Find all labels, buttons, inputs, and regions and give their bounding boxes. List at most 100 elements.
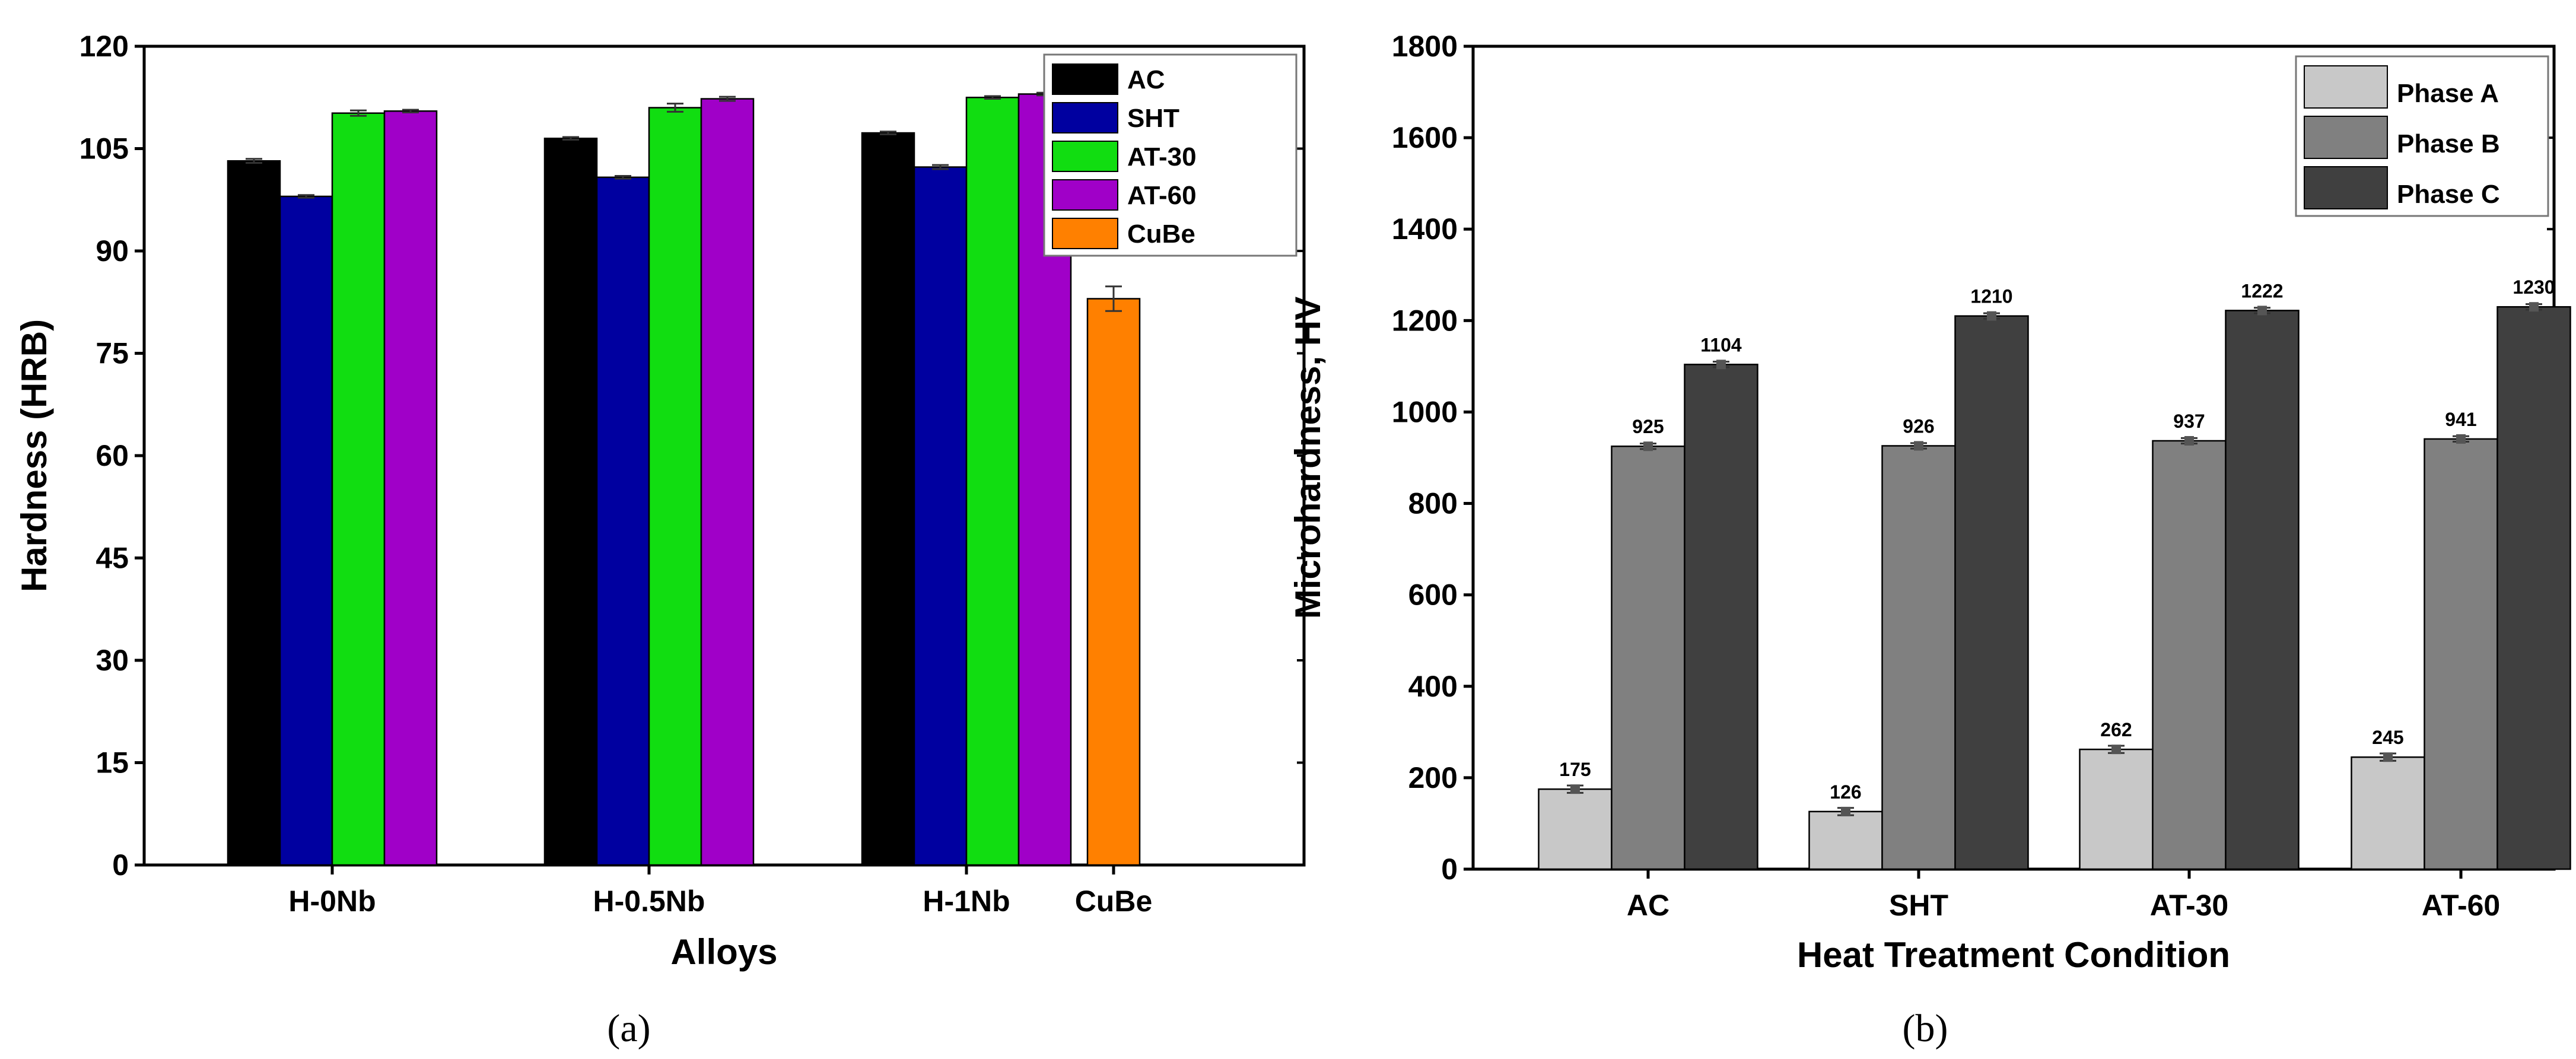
y-tick-label: 45 — [96, 542, 129, 575]
data-label: 1230 — [2513, 276, 2555, 298]
legend-label: Phase A — [2397, 79, 2499, 108]
bar-sht — [279, 195, 333, 866]
bar-at-60 — [383, 110, 438, 866]
y-tick-label: 1000 — [1392, 395, 1458, 428]
legend-swatch — [1052, 179, 1118, 211]
data-label: 925 — [1632, 416, 1664, 437]
error-marker — [2257, 306, 2267, 316]
y-tick-label: 600 — [1408, 578, 1458, 612]
bar-at-30 — [965, 97, 1020, 866]
error-marker — [1570, 784, 1580, 794]
error-marker — [2111, 745, 2121, 755]
panel-caption: (b) — [1903, 1007, 1948, 1050]
legend-label: SHT — [1127, 104, 1179, 133]
data-label: 1210 — [1970, 286, 2012, 307]
y-tick-label: 30 — [96, 644, 129, 677]
y-tick-label: 0 — [112, 848, 129, 882]
bar-ac — [861, 132, 915, 866]
legend-swatch — [2304, 65, 2388, 109]
legend-label: AC — [1127, 65, 1165, 94]
y-tick-label: 800 — [1408, 487, 1458, 520]
error-marker — [1987, 311, 1996, 321]
y-tick-label: 1400 — [1392, 212, 1458, 246]
error-marker — [2184, 435, 2194, 446]
y-tick-label: 105 — [79, 132, 129, 166]
data-label: 1104 — [1700, 334, 1742, 355]
bar-ac — [543, 138, 598, 866]
bar-sht — [913, 166, 968, 866]
error-marker — [1643, 441, 1653, 451]
y-axis-title: Microhardness, HV — [1288, 297, 1328, 619]
data-label: 941 — [2445, 409, 2476, 430]
legend-swatch — [2304, 166, 2388, 209]
bar-cube — [1086, 298, 1141, 866]
bar-phase-b — [2424, 438, 2498, 870]
bar-phase-c — [2225, 310, 2300, 870]
error-marker — [2456, 434, 2466, 444]
y-axis-title: Hardness (HRB) — [14, 319, 54, 592]
y-tick-label: 90 — [96, 234, 129, 268]
error-marker — [1841, 806, 1850, 816]
panel-caption: (a) — [607, 1007, 650, 1050]
bar-phase-b — [1611, 445, 1685, 870]
x-tick-label: H-0.5Nb — [593, 885, 705, 918]
y-tick-label: 120 — [79, 30, 129, 63]
bar-phase-a — [2351, 756, 2425, 870]
bar-phase-b — [2152, 440, 2227, 870]
legend-label: Phase C — [2397, 180, 2500, 209]
bar-at-60 — [700, 98, 755, 866]
x-axis-title: Heat Treatment Condition — [1797, 935, 2230, 975]
error-marker — [2383, 752, 2393, 762]
bar-phase-a — [1808, 810, 1883, 870]
bar-phase-c — [2497, 306, 2571, 870]
data-label: 937 — [2173, 411, 2205, 432]
bar-phase-b — [1881, 445, 1956, 870]
data-label: 126 — [1830, 781, 1861, 803]
error-marker — [1914, 441, 1923, 451]
y-tick-label: 15 — [96, 746, 129, 780]
bar-phase-c — [1954, 315, 2029, 870]
data-label: 926 — [1903, 415, 1934, 437]
bar-phase-a — [2079, 748, 2154, 870]
x-tick-label: AT-60 — [2422, 889, 2500, 922]
x-tick-label: CuBe — [1075, 885, 1153, 918]
y-tick-label: 1200 — [1392, 304, 1458, 337]
data-label: 1222 — [2241, 280, 2283, 301]
data-label: 245 — [2372, 727, 2403, 748]
bar-at-30 — [648, 107, 702, 866]
y-tick-label: 1600 — [1392, 121, 1458, 154]
x-tick-label: SHT — [1889, 889, 1948, 922]
x-tick-label: H-0Nb — [288, 885, 376, 918]
x-tick-label: H-1Nb — [923, 885, 1010, 918]
error-marker — [2529, 302, 2539, 312]
legend-swatch — [1052, 141, 1118, 172]
chart-b-microhardness: 0 200 400 600 800 1000 1200 1400 1600 1800 175 925 1… — [1288, 30, 2571, 1050]
x-axis-title: Alloys — [670, 932, 777, 972]
bar-ac — [227, 160, 281, 866]
legend-swatch — [2304, 116, 2388, 159]
data-label: 262 — [2100, 719, 2132, 740]
y-tick-label: 0 — [1441, 853, 1458, 886]
bar-phase-a — [1538, 788, 1613, 870]
bar-at-30 — [331, 112, 386, 866]
legend-label: CuBe — [1127, 220, 1195, 249]
x-tick-label: AC — [1627, 889, 1669, 922]
legend-swatch — [1052, 102, 1118, 133]
y-tick-label: 75 — [96, 337, 129, 370]
legend-label: AT-60 — [1127, 181, 1197, 210]
y-tick-label: 200 — [1408, 761, 1458, 794]
error-marker — [1716, 360, 1726, 370]
x-tick-label: AT-30 — [2150, 889, 2228, 922]
y-tick-label: 60 — [96, 439, 129, 472]
bar-phase-c — [1684, 364, 1758, 870]
legend-swatch — [1052, 63, 1118, 95]
y-tick-label: 1800 — [1392, 30, 1458, 63]
bar-sht — [596, 176, 650, 866]
data-label: 175 — [1559, 759, 1591, 780]
legend-label: Phase B — [2397, 129, 2500, 158]
legend-label: AT-30 — [1127, 142, 1197, 171]
y-tick-label: 400 — [1408, 670, 1458, 703]
legend-swatch — [1052, 218, 1118, 249]
chart-a-hardness: 0 15 30 45 60 75 90 105 120 H-0Nb H-0.5Nb H-1Nb CuBe… — [14, 30, 1306, 1050]
